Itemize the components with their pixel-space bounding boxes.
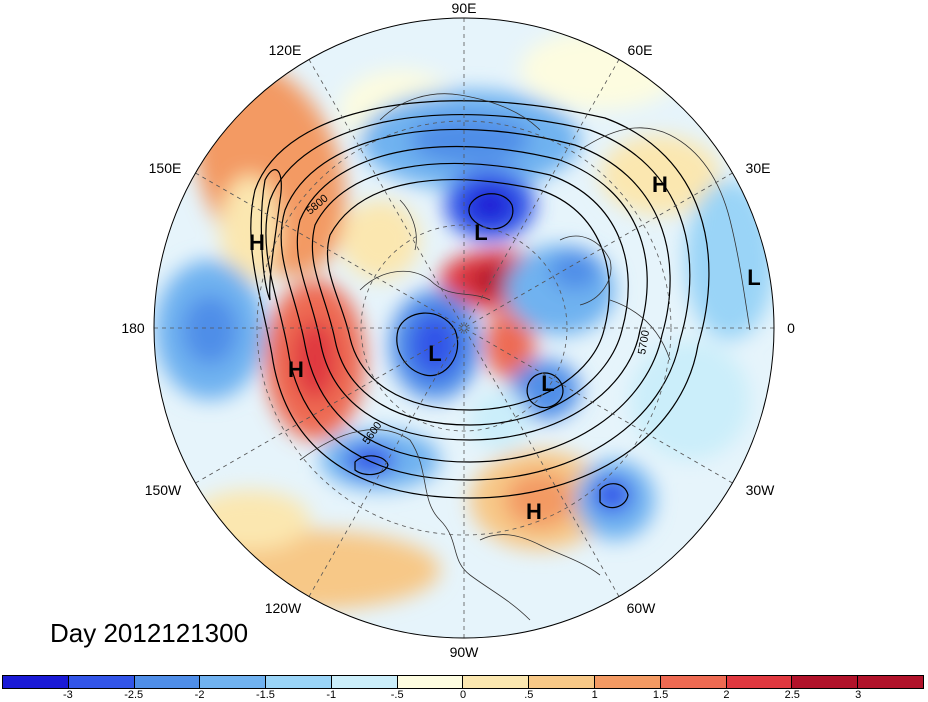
lon-label-90w: 90W <box>450 644 480 660</box>
colorbar-tick-label: -1 <box>326 689 337 701</box>
lon-label-120w: 120W <box>265 600 302 616</box>
lon-label-0: 0 <box>787 320 795 336</box>
colorbar-swatch <box>463 676 530 688</box>
low-center: L <box>541 371 554 396</box>
colorbar-swatch <box>726 676 793 688</box>
map-title: Day 2012121300 <box>50 618 249 648</box>
low-center: L <box>747 265 760 290</box>
colorbar-tick-label: 3 <box>855 689 862 701</box>
colorbar-swatch <box>200 676 267 688</box>
colorbar-tick-label: .5 <box>524 689 534 701</box>
colorbar-swatch <box>331 676 398 688</box>
pressure-centers: H H H H L L L L <box>249 172 761 524</box>
colorbar-tick-label: 2 <box>723 689 730 701</box>
colorbar-swatch <box>792 676 859 688</box>
low-center: L <box>428 341 441 366</box>
longitude-labels: 90E 60E 30E 0 30W 60W 90W 120W 150W 180 … <box>121 0 795 660</box>
low-center: L <box>474 220 487 245</box>
high-center: H <box>652 172 668 197</box>
lon-label-150e: 150E <box>149 160 182 176</box>
colorbar-swatch <box>397 676 464 688</box>
high-center: H <box>526 499 542 524</box>
lon-label-150w: 150W <box>145 482 182 498</box>
lon-label-120e: 120E <box>269 42 302 58</box>
high-center: H <box>249 230 265 255</box>
colorbar-tick-label: 1 <box>591 689 598 701</box>
colorbar-swatch <box>858 676 923 688</box>
map-boundary <box>153 17 775 639</box>
lon-label-180: 180 <box>121 320 145 336</box>
colorbar-tick-label: -3 <box>62 689 73 701</box>
graticule <box>154 18 774 638</box>
lon-label-60w: 60W <box>627 600 657 616</box>
lon-label-90e: 90E <box>452 0 477 16</box>
contour-label-5700: 5700 <box>636 329 652 355</box>
colorbar-tick-label: -1.5 <box>255 689 275 701</box>
colorbar: -3 -2.5 -2 -1.5 -1 -.5 0 .5 1 1.5 2 2.5 3 <box>0 675 928 702</box>
colorbar-tick-label: -2 <box>194 689 205 701</box>
colorbar-swatch <box>529 676 596 688</box>
colorbar-tick-label: -.5 <box>390 689 404 701</box>
colorbar-swatch <box>68 676 135 688</box>
lon-label-30e: 30E <box>746 160 771 176</box>
colorbar-swatch <box>134 676 201 688</box>
height-contours <box>250 100 710 509</box>
lon-label-60e: 60E <box>628 42 653 58</box>
colorbar-swatch <box>3 676 69 688</box>
lon-label-30w: 30W <box>746 482 776 498</box>
colorbar-tick-label: 1.5 <box>652 689 669 701</box>
colorbar-swatch <box>595 676 661 688</box>
colorbar-boxes <box>2 675 924 689</box>
colorbar-swatch <box>660 676 727 688</box>
coastlines <box>299 93 751 621</box>
colorbar-tick-label: 0 <box>459 689 467 701</box>
colorbar-tick-label: -2.5 <box>124 689 144 701</box>
high-center: H <box>288 357 304 382</box>
colorbar-swatch <box>266 676 332 688</box>
colorbar-tick-label: 2.5 <box>784 689 800 701</box>
